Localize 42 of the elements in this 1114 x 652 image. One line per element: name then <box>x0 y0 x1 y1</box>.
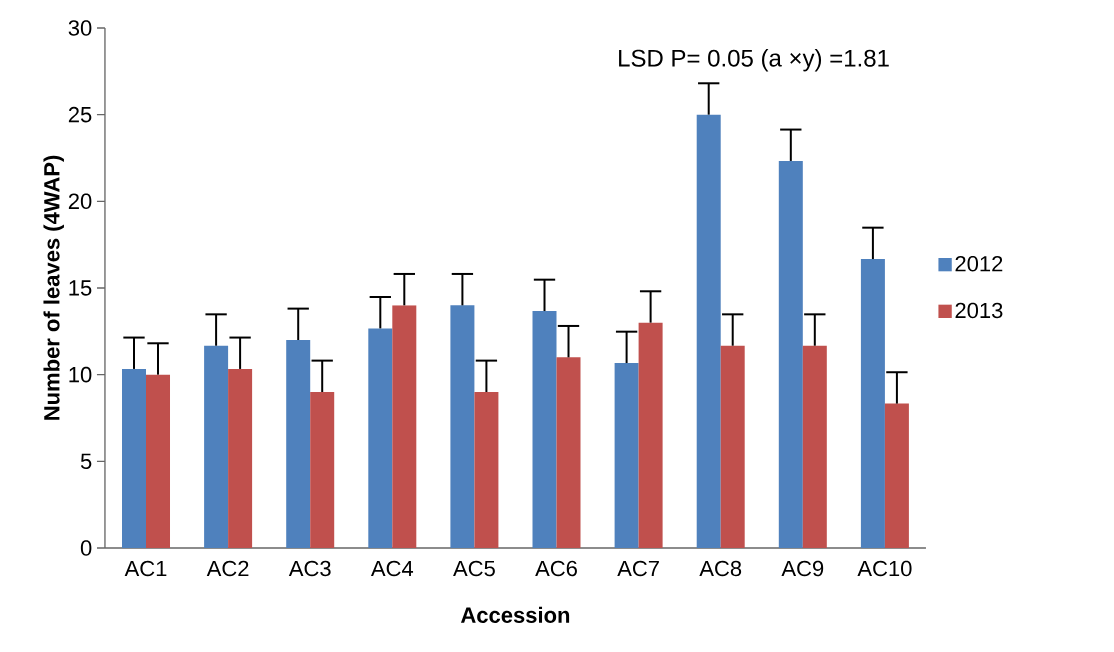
bar <box>122 368 146 548</box>
bar <box>204 345 229 548</box>
x-tick-label: AC2 <box>206 560 249 577</box>
y-axis-title: Number of leaves (4WAP) <box>43 155 64 420</box>
bar <box>778 160 803 548</box>
bar <box>392 305 417 548</box>
bar <box>860 259 885 548</box>
y-tick-label: 20 <box>68 193 92 210</box>
y-tick-label: 25 <box>68 106 92 123</box>
y-tick-label: 5 <box>80 453 92 469</box>
y-tick-label: 15 <box>69 280 92 296</box>
x-tick-label: AC10 <box>857 560 912 577</box>
bar <box>450 305 475 548</box>
x-tick-label: AC4 <box>370 560 414 577</box>
legend-label: 2012 <box>955 255 1003 272</box>
y-tick-label: 30 <box>68 20 92 36</box>
bar <box>228 368 253 548</box>
bar <box>286 339 311 548</box>
bar <box>556 357 581 548</box>
legend-label: 2013 <box>955 302 1003 319</box>
x-tick-label: AC5 <box>453 560 495 577</box>
bar <box>368 328 393 548</box>
bar <box>696 114 721 548</box>
bar <box>638 322 663 548</box>
x-tick-label: AC3 <box>288 560 331 577</box>
x-tick-label: AC9 <box>781 560 824 577</box>
bar <box>146 374 171 548</box>
annotation: LSD P= 0.05 (a ×y) =1.81 <box>619 49 889 72</box>
x-tick-label: AC1 <box>124 560 167 577</box>
bar <box>720 345 745 548</box>
bar <box>310 391 335 548</box>
x-tick-label: AC7 <box>617 560 659 577</box>
y-tick-label: 10 <box>69 366 92 383</box>
y-tick-label: 0 <box>80 540 92 556</box>
x-tick-label: AC6 <box>535 560 577 577</box>
bar <box>474 391 499 548</box>
bar <box>802 345 827 548</box>
x-tick-label: AC8 <box>699 560 742 577</box>
bar <box>614 363 639 548</box>
x-axis-title: Accession <box>460 606 570 623</box>
bar <box>532 311 557 548</box>
bar <box>884 403 909 548</box>
